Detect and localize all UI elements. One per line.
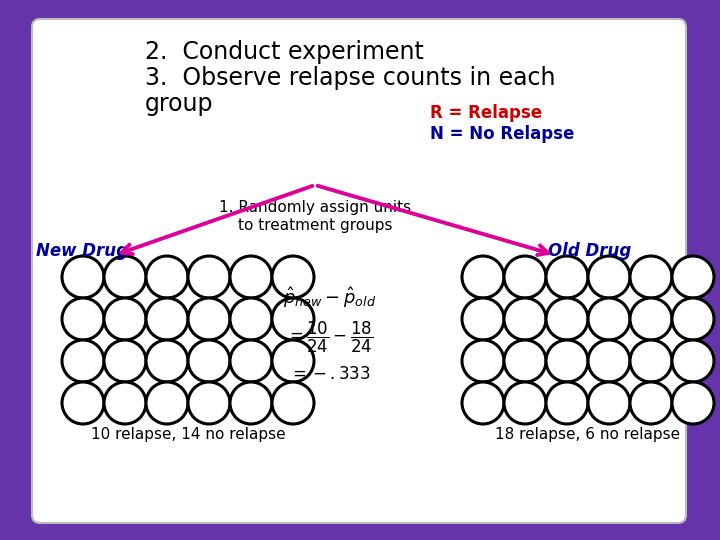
Circle shape — [62, 340, 104, 382]
Circle shape — [588, 256, 630, 298]
Circle shape — [672, 298, 714, 340]
Circle shape — [146, 340, 188, 382]
Circle shape — [272, 382, 314, 424]
Circle shape — [504, 256, 546, 298]
Circle shape — [230, 298, 272, 340]
Circle shape — [188, 340, 230, 382]
Text: $\hat{p}_{new} - \hat{p}_{old}$: $\hat{p}_{new} - \hat{p}_{old}$ — [284, 285, 377, 310]
Circle shape — [230, 382, 272, 424]
Circle shape — [104, 298, 146, 340]
Text: to treatment groups: to treatment groups — [238, 218, 392, 233]
Circle shape — [630, 298, 672, 340]
Circle shape — [272, 340, 314, 382]
Text: New Drug: New Drug — [36, 242, 128, 260]
Circle shape — [672, 256, 714, 298]
Circle shape — [146, 382, 188, 424]
Circle shape — [504, 382, 546, 424]
Circle shape — [630, 382, 672, 424]
Circle shape — [188, 298, 230, 340]
Text: 2.  Conduct experiment: 2. Conduct experiment — [145, 40, 424, 64]
Circle shape — [462, 340, 504, 382]
Circle shape — [62, 298, 104, 340]
Circle shape — [188, 256, 230, 298]
Circle shape — [546, 340, 588, 382]
Text: N = No Relapse: N = No Relapse — [430, 125, 575, 143]
Text: $=\dfrac{10}{24} - \dfrac{18}{24}$: $=\dfrac{10}{24} - \dfrac{18}{24}$ — [287, 320, 374, 355]
Circle shape — [230, 340, 272, 382]
Text: Old Drug: Old Drug — [549, 242, 631, 260]
Circle shape — [188, 382, 230, 424]
Text: 3.  Observe relapse counts in each: 3. Observe relapse counts in each — [145, 66, 556, 90]
Circle shape — [272, 298, 314, 340]
Circle shape — [504, 340, 546, 382]
Text: R = Relapse: R = Relapse — [430, 104, 542, 122]
Circle shape — [546, 382, 588, 424]
Circle shape — [62, 382, 104, 424]
Circle shape — [146, 256, 188, 298]
Text: 18 relapse, 6 no relapse: 18 relapse, 6 no relapse — [495, 428, 680, 442]
Circle shape — [104, 256, 146, 298]
Circle shape — [272, 256, 314, 298]
Circle shape — [546, 256, 588, 298]
Circle shape — [546, 298, 588, 340]
Text: group: group — [145, 92, 214, 116]
Circle shape — [672, 382, 714, 424]
Circle shape — [462, 256, 504, 298]
FancyBboxPatch shape — [32, 19, 686, 523]
Circle shape — [104, 340, 146, 382]
Circle shape — [462, 298, 504, 340]
Circle shape — [588, 298, 630, 340]
Circle shape — [62, 256, 104, 298]
Text: $= -.333$: $= -.333$ — [289, 365, 371, 383]
Circle shape — [462, 382, 504, 424]
Circle shape — [230, 256, 272, 298]
Circle shape — [630, 256, 672, 298]
Text: 10 relapse, 14 no relapse: 10 relapse, 14 no relapse — [91, 428, 285, 442]
Circle shape — [672, 340, 714, 382]
Circle shape — [146, 298, 188, 340]
Circle shape — [630, 340, 672, 382]
Circle shape — [504, 298, 546, 340]
Circle shape — [588, 382, 630, 424]
Circle shape — [104, 382, 146, 424]
Circle shape — [588, 340, 630, 382]
Text: 1. Randomly assign units: 1. Randomly assign units — [219, 200, 411, 215]
